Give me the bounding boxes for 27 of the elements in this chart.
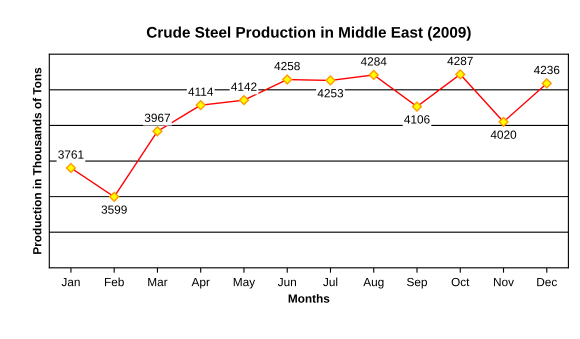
data-label: 4142 <box>231 82 256 91</box>
data-label: 4106 <box>404 115 430 124</box>
data-label: 4114 <box>188 88 214 96</box>
data-label: 3599 <box>102 205 127 214</box>
x-axis-title: Months <box>288 294 330 303</box>
x-tick-label: Jul <box>323 278 338 286</box>
x-tick-label: Apr <box>192 278 210 289</box>
chart-title: Crude Steel Production in Middle East (2009) <box>146 26 471 41</box>
x-tick-label: May <box>234 278 256 289</box>
data-label: 4236 <box>534 66 560 74</box>
x-tick-label: Mar <box>148 278 168 286</box>
data-label: 4287 <box>447 56 473 66</box>
data-label: 4284 <box>360 57 387 66</box>
data-label: 4253 <box>318 89 344 98</box>
x-tick-label: Nov <box>494 278 514 286</box>
x-tick-label: Oct <box>452 278 470 286</box>
x-tick-label: Feb <box>104 278 124 286</box>
x-tick-label: Aug <box>363 278 384 289</box>
y-axis-title: Production in Thousands of Tons <box>32 68 42 254</box>
data-label: 3761 <box>58 150 84 159</box>
x-tick-label: Jun <box>278 278 296 286</box>
data-label: 4020 <box>490 130 516 139</box>
x-tick-label: Sep <box>407 278 428 289</box>
x-tick-label: Dec <box>537 278 557 286</box>
data-label: 3967 <box>144 114 170 122</box>
x-tick-label: Jan <box>62 278 80 286</box>
data-label: 4258 <box>274 62 300 70</box>
